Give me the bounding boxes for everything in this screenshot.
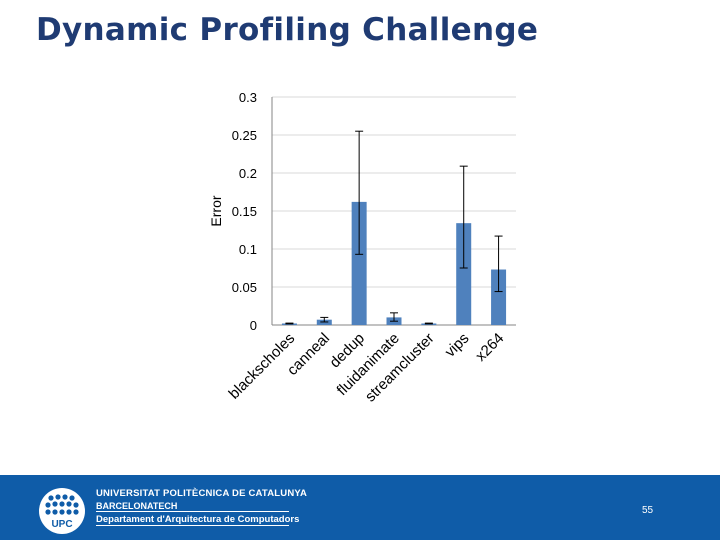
error-bars [285, 130, 503, 325]
y-tick-label: 0.05 [232, 280, 257, 295]
y-tick-label: 0.3 [239, 90, 257, 105]
y-axis-label: Error [208, 195, 224, 226]
x-tick-labels: blackscholescannealdedupfluidanimatestre… [226, 330, 508, 406]
university-name: UNIVERSITAT POLITÈCNICA DE CATALUNYA [96, 488, 308, 499]
y-tick-label: 0 [250, 318, 257, 333]
y-tick-label: 0.15 [232, 204, 257, 219]
x-tick-label: x264 [472, 330, 507, 365]
grid-lines [271, 96, 516, 326]
svg-text:UPC: UPC [51, 519, 72, 530]
bar [491, 269, 507, 325]
department-name: Departament d'Arquitectura de Computador… [96, 514, 300, 525]
upc-logo-icon: UPC [39, 488, 85, 534]
bar [456, 223, 472, 325]
university-subtitle: BARCELONATECH [96, 501, 178, 511]
bar [351, 201, 367, 325]
bars [281, 201, 507, 325]
x-tick-label: vips [442, 330, 473, 361]
y-tick-label: 0.1 [239, 242, 257, 257]
footer-band [0, 475, 720, 540]
y-tick-label: 0.25 [232, 128, 257, 143]
bar-chart: 0 0.05 0.1 0.15 0.2 0.25 0.3 blackscholescanne… [208, 90, 516, 406]
footer-divider-bottom [96, 525, 289, 526]
page-number: 55 [642, 505, 654, 516]
footer-divider [96, 511, 289, 512]
slide-title: Dynamic Profiling Challenge [36, 12, 539, 48]
y-tick-labels: 0 0.05 0.1 0.15 0.2 0.25 0.3 [232, 90, 257, 333]
y-tick-label: 0.2 [239, 166, 257, 181]
